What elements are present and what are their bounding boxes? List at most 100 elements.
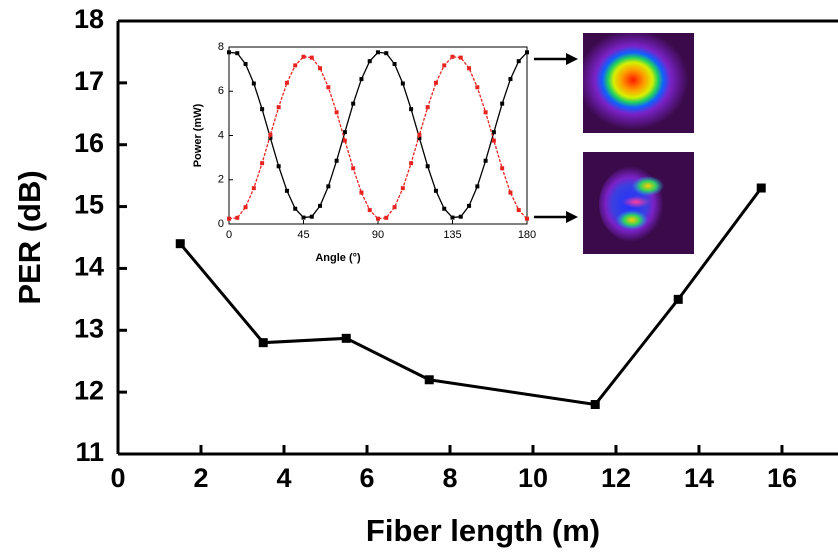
marker	[400, 186, 405, 191]
x-tick-label: 6	[359, 463, 374, 493]
marker	[442, 206, 447, 211]
x-tick-label: 12	[601, 463, 631, 493]
y-tick-label: 11	[75, 437, 104, 467]
y-axis-title: PER (dB)	[12, 170, 47, 304]
marker	[175, 239, 185, 249]
x-tick-label: 4	[276, 463, 291, 493]
marker	[425, 105, 430, 110]
marker	[590, 400, 600, 410]
marker	[235, 51, 240, 56]
marker	[359, 190, 364, 195]
marker	[342, 138, 347, 143]
marker	[450, 215, 455, 220]
marker	[268, 135, 273, 140]
arrow	[566, 53, 578, 65]
y-tick-label: 8	[218, 41, 224, 53]
marker	[425, 164, 430, 169]
marker	[276, 164, 281, 169]
marker	[442, 63, 447, 68]
marker	[516, 59, 521, 64]
marker	[251, 186, 256, 191]
x-tick-label: 45	[297, 229, 309, 241]
x-axis-title: Angle (°)	[315, 252, 361, 264]
marker	[673, 294, 683, 304]
marker	[227, 50, 231, 55]
marker	[508, 77, 513, 82]
y-tick-label: 6	[218, 85, 224, 97]
marker	[301, 215, 306, 220]
y-tick-label: 14	[74, 252, 104, 282]
marker	[293, 63, 298, 68]
mode-images	[534, 33, 694, 254]
y-tick-label: 0	[218, 218, 224, 230]
marker	[284, 188, 289, 193]
marker	[525, 216, 529, 221]
marker	[516, 208, 521, 213]
marker	[467, 203, 472, 208]
marker	[268, 132, 273, 137]
marker	[500, 166, 505, 171]
marker	[341, 333, 351, 343]
y-tick-label: 4	[218, 129, 224, 141]
mode-image	[583, 33, 694, 133]
marker	[334, 158, 339, 163]
marker	[293, 206, 298, 211]
arrow	[566, 211, 578, 223]
marker	[475, 85, 480, 90]
x-tick-label: 14	[684, 463, 714, 493]
marker	[359, 77, 364, 82]
x-tick-label: 180	[518, 229, 536, 241]
x-tick-label: 8	[442, 463, 457, 493]
marker	[508, 190, 513, 195]
y-tick-label: 13	[74, 313, 104, 343]
marker	[309, 214, 314, 219]
marker	[258, 338, 268, 348]
marker	[500, 101, 505, 106]
y-tick-label: 2	[218, 174, 224, 186]
marker	[409, 107, 414, 112]
marker	[756, 183, 766, 193]
marker	[491, 138, 496, 143]
y-tick-label: 16	[74, 128, 104, 158]
marker	[384, 51, 389, 56]
marker	[491, 130, 496, 135]
marker	[334, 110, 339, 115]
marker	[243, 62, 248, 67]
marker	[367, 59, 372, 64]
marker	[433, 80, 438, 85]
y-tick-label: 18	[74, 4, 104, 34]
marker	[326, 85, 331, 90]
marker	[384, 215, 389, 220]
marker	[392, 205, 397, 210]
y-axis-title: Power (mW)	[192, 103, 204, 167]
marker	[458, 55, 463, 60]
marker	[367, 208, 372, 213]
y-tick-label: 12	[74, 375, 104, 405]
marker	[483, 110, 488, 115]
marker	[235, 215, 240, 220]
x-tick-label: 135	[443, 229, 461, 241]
marker	[376, 216, 380, 221]
mode-lobe	[632, 176, 664, 196]
marker	[326, 184, 331, 189]
y-tick-label: 17	[74, 66, 104, 96]
marker	[525, 50, 529, 55]
marker	[309, 55, 314, 60]
marker	[251, 81, 256, 86]
x-tick-label: 0	[226, 229, 232, 241]
marker	[318, 66, 323, 71]
marker	[243, 205, 248, 210]
marker	[475, 184, 480, 189]
x-axis-title: Fiber length (m)	[366, 513, 600, 548]
marker	[417, 135, 422, 140]
marker	[351, 166, 356, 171]
marker	[342, 130, 347, 135]
marker	[467, 66, 472, 71]
marker	[301, 54, 306, 59]
x-tick-label: 90	[372, 229, 384, 241]
marker	[458, 214, 463, 219]
x-tick-label: 0	[110, 463, 125, 493]
marker	[417, 132, 422, 137]
marker	[260, 107, 265, 112]
x-tick-label: 16	[767, 463, 797, 493]
